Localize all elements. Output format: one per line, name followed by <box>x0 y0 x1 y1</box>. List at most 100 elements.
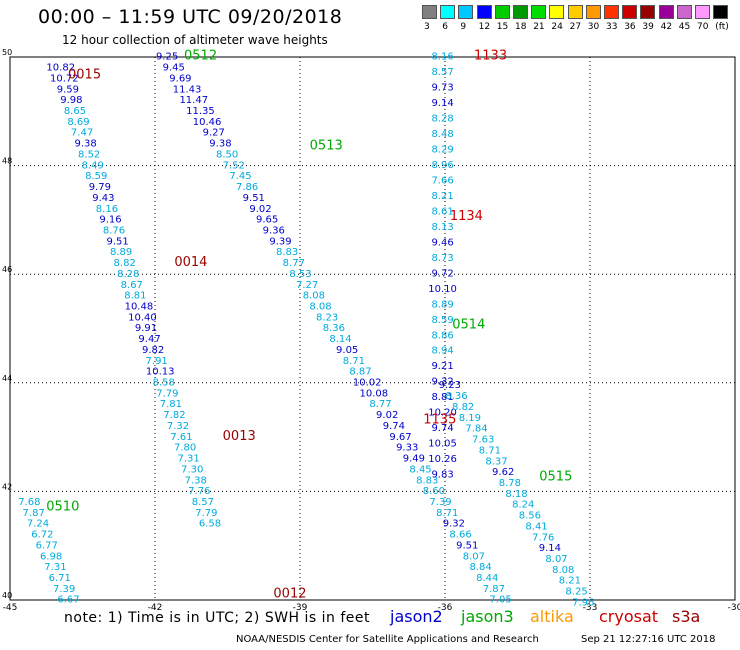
wave-height-value: 8.96 <box>431 160 453 171</box>
colorbar-label: 70 <box>697 22 709 32</box>
y-tick-label: 50 <box>2 48 12 57</box>
wave-height-value: 8.08 <box>303 291 325 302</box>
x-tick-label: -36 <box>438 603 453 613</box>
wave-height-value: 9.25 <box>156 52 178 63</box>
colorbar-label: 24 <box>551 22 563 32</box>
track-time-label: 0514 <box>452 318 485 333</box>
wave-height-value: 8.28 <box>117 269 139 280</box>
wave-height-value: 8.77 <box>369 399 391 410</box>
x-tick-label: -45 <box>3 603 18 613</box>
colorbar-swatch <box>494 5 510 19</box>
colorbar-label: 12 <box>478 22 491 32</box>
wave-height-value: 7.87 <box>483 584 505 595</box>
wave-height-value: 8.21 <box>559 576 581 587</box>
legend-jason3: jason3 <box>461 607 514 626</box>
colorbar-swatch <box>585 5 601 19</box>
wave-height-value: 8.57 <box>192 497 214 508</box>
x-tick-label: -42 <box>148 603 163 613</box>
wave-height-value: 7.61 <box>170 432 192 443</box>
wave-height-value: 9.91 <box>135 323 157 334</box>
wave-height-value: 9.79 <box>89 182 111 193</box>
wave-height-value: 9.39 <box>269 236 291 247</box>
wave-height-value: 8.45 <box>409 464 431 475</box>
wave-height-value: 8.67 <box>121 280 143 291</box>
wave-height-value: 8.71 <box>436 508 458 519</box>
wave-height-value: 7.66 <box>431 176 453 187</box>
wave-height-value: 10.46 <box>193 117 222 128</box>
y-tick-label: 46 <box>2 265 12 274</box>
track-time-label: 0013 <box>223 429 256 444</box>
wave-height-value: 7.80 <box>174 443 196 454</box>
wave-height-value: 9.65 <box>256 215 278 226</box>
wave-height-value: 9.14 <box>539 543 561 554</box>
y-tick-label: 48 <box>2 157 12 166</box>
track-time-label: 0512 <box>184 49 217 64</box>
wave-height-value: 8.59 <box>85 171 107 182</box>
wave-height-value: 8.69 <box>67 117 89 128</box>
colorbar-swatch <box>440 5 456 19</box>
wave-height-value: 6.58 <box>199 519 221 530</box>
wave-height-value: 9.69 <box>169 73 191 84</box>
wave-height-value: 8.65 <box>64 106 86 117</box>
wave-height-value: 6.72 <box>31 530 53 541</box>
track-time-label: 0014 <box>174 255 207 270</box>
wave-height-value: 8.18 <box>505 489 527 500</box>
wave-height-value: 10.08 <box>360 388 389 399</box>
wave-height-value: 8.08 <box>552 565 574 576</box>
wave-height-value: 8.36 <box>445 391 467 402</box>
colorbar-swatch <box>658 5 674 19</box>
wave-height-value: 9.05 <box>336 345 358 356</box>
wave-height-value: 9.82 <box>142 345 164 356</box>
colorbar-swatch <box>422 5 437 19</box>
wave-height-value: 8.89 <box>431 299 453 310</box>
wave-height-value: 10.02 <box>353 378 382 389</box>
legend-cryosat: cryosat <box>599 607 659 626</box>
wave-height-value: 11.47 <box>179 95 208 106</box>
wave-height-value: 8.48 <box>431 129 453 140</box>
colorbar-swatch <box>476 5 492 19</box>
colorbar-label: 42 <box>660 22 673 32</box>
wave-height-value: 9.47 <box>138 334 160 345</box>
wave-height-value: 7.81 <box>160 399 182 410</box>
wave-height-value: 9.67 <box>389 432 411 443</box>
wave-height-value: 9.59 <box>57 84 79 95</box>
colorbar-label: 21 <box>533 22 545 32</box>
wave-height-value: 7.31 <box>178 454 200 465</box>
wave-height-value: 8.16 <box>96 204 118 215</box>
wave-height-value: 9.33 <box>396 443 418 454</box>
wave-height-value: 7.76 <box>188 486 210 497</box>
wave-height-value: 8.57 <box>431 67 453 78</box>
wave-height-value: 9.32 <box>431 377 453 388</box>
track-time-label: 1134 <box>450 209 483 224</box>
wave-height-value: 8.07 <box>545 554 567 565</box>
wave-height-value: 9.32 <box>443 519 465 530</box>
wave-height-value: 8.16 <box>431 52 453 63</box>
wave-height-value: 9.74 <box>431 423 453 434</box>
wave-height-value: 7.87 <box>23 508 45 519</box>
wave-height-value: 10.48 <box>125 301 154 312</box>
legend-jason2: jason2 <box>390 607 443 626</box>
wave-height-value: 8.60 <box>423 486 445 497</box>
wave-height-value: 8.07 <box>463 551 485 562</box>
wave-height-value: 8.25 <box>565 587 587 598</box>
wave-height-value: 9.83 <box>431 470 453 481</box>
x-tick-label: -39 <box>293 603 308 613</box>
wave-height-value: 8.76 <box>103 225 125 236</box>
colorbar-label: 36 <box>624 22 636 32</box>
wave-height-value: 9.51 <box>106 236 128 247</box>
track-time-label: 0015 <box>68 68 101 83</box>
wave-height-value: 8.82 <box>452 402 474 413</box>
colorbar-swatch <box>513 5 528 19</box>
wave-height-value: 8.08 <box>309 301 331 312</box>
wave-height-value: 8.19 <box>459 413 481 424</box>
wave-height-value: 7.86 <box>236 182 258 193</box>
colorbar-swatch <box>567 5 583 19</box>
track-time-label: 1133 <box>474 49 507 64</box>
wave-height-value: 9.02 <box>249 204 271 215</box>
wave-height-value: 8.86 <box>431 330 453 341</box>
wave-height-value: 9.36 <box>263 225 285 236</box>
colorbar-label: 9 <box>460 22 467 32</box>
wave-height-value: 10.20 <box>428 408 457 419</box>
wave-height-value: 8.21 <box>431 191 453 202</box>
wave-height-value: 6.71 <box>49 573 71 584</box>
